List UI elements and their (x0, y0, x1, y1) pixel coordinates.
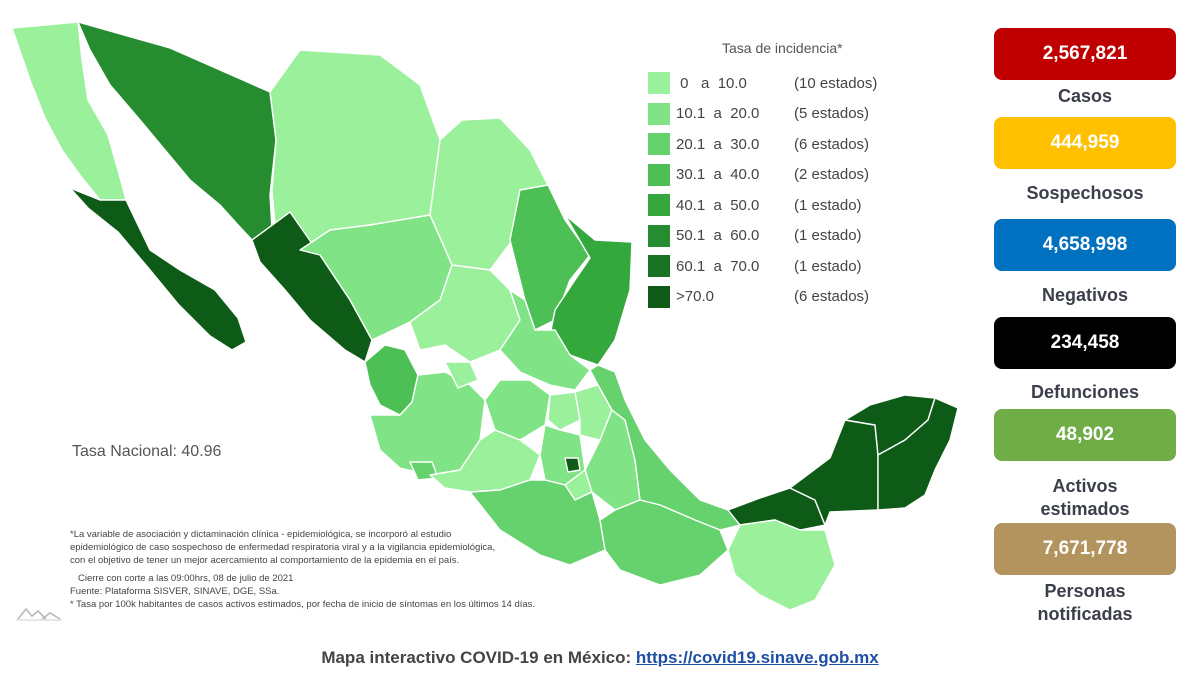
legend-states: (6 estados) (794, 135, 870, 153)
legend-states: (1 estado) (794, 196, 862, 214)
legend-range: >70.0 (676, 288, 714, 306)
logo-icon (16, 607, 62, 621)
state-oaxaca[interactable] (599, 499, 729, 586)
stat-label-activos: Activos estimados (1040, 476, 1130, 519)
state-guerrero[interactable] (469, 479, 606, 566)
legend-swatch (648, 285, 670, 308)
legend-row: 10.1 a 20.0 (5 estados) (648, 99, 908, 130)
legend-row: 30.1 a 40.0 (2 estados) (648, 160, 908, 191)
state-quintana-roo[interactable] (877, 397, 959, 511)
legend-states: (1 estado) (794, 227, 862, 245)
mexico-incidence-map (11, 21, 959, 611)
stat-box-activos: 48,902 (994, 409, 1176, 461)
legend-swatch (648, 102, 670, 125)
legend-title: Tasa de incidencia* (722, 40, 843, 56)
legend-range: 50.1 a 60.0 (676, 227, 760, 245)
state-veracruz[interactable] (589, 364, 741, 531)
stat-box-defunciones: 234,458 (994, 317, 1176, 369)
legend-row: 60.1 a 70.0 (1 estado) (648, 251, 908, 282)
map-svg (11, 21, 959, 611)
stat-value: 48,902 (1055, 424, 1115, 445)
legend-swatch (648, 255, 670, 278)
state-baja-california-sur[interactable] (69, 187, 247, 351)
legend-states: (5 estados) (794, 105, 870, 123)
footer-text: Mapa interactivo COVID-19 en México: (321, 648, 636, 667)
legend-range: 10.1 a 20.0 (676, 105, 760, 123)
rate-note: * Tasa por 100k habitantes de casos acti… (70, 599, 536, 610)
legend-swatch (648, 194, 670, 217)
footnotes: *La variable de asociación y dictaminaci… (70, 528, 630, 611)
national-rate: Tasa Nacional: 40.96 (72, 443, 222, 460)
stat-value: 444,959 (1050, 132, 1120, 153)
legend-states: (10 estados) (794, 74, 878, 92)
legend-row: 40.1 a 50.0 (1 estado) (648, 190, 908, 221)
stat-label-negativos: Negativos (1041, 285, 1129, 305)
state-tamaulipas[interactable] (549, 214, 633, 366)
state-queretaro[interactable] (547, 391, 581, 431)
legend-swatch (648, 163, 670, 186)
legend-states: (6 estados) (794, 288, 870, 306)
legend-range: 20.1 a 30.0 (676, 135, 760, 153)
legend-row: >70.0 (6 estados) (648, 282, 908, 313)
stat-value: 4,658,998 (1042, 234, 1128, 255)
legend-swatch (648, 133, 670, 156)
footnote-line: *La variable de asociación y dictaminaci… (70, 529, 452, 540)
footnote-line: con el objetivo de tener un mejor acerca… (70, 555, 460, 566)
footer: Mapa interactivo COVID-19 en México: htt… (0, 648, 1200, 668)
footnote-line: epidemiológico de caso sospechoso de enf… (70, 542, 496, 553)
legend-states: (2 estados) (794, 166, 870, 184)
legend-row: 0 a 10.0 (10 estados) (648, 68, 908, 99)
map-legend: Tasa de incidencia* 0 a 10.0 (10 estados… (648, 40, 908, 312)
legend-swatch (648, 72, 670, 95)
legend-row: 50.1 a 60.0 (1 estado) (648, 221, 908, 252)
state-aguascalientes[interactable] (444, 361, 479, 389)
legend-range: 40.1 a 50.0 (676, 196, 760, 214)
stat-label-defunciones: Defunciones (1030, 382, 1140, 402)
legend-range: 60.1 a 70.0 (676, 257, 760, 275)
stat-box-personas: 7,671,778 (994, 523, 1176, 575)
legend-states: (1 estado) (794, 257, 862, 275)
stat-box-negativos: 4,658,998 (994, 219, 1176, 271)
legend-swatch (648, 224, 670, 247)
stat-label-casos: Casos (1057, 86, 1113, 106)
state-san-luis-potosi[interactable] (499, 289, 591, 391)
source-note: Fuente: Plataforma SISVER, SINAVE, DGE, … (70, 586, 280, 597)
legend-range: 0 a 10.0 (676, 74, 747, 92)
state-chiapas[interactable] (727, 519, 836, 611)
stat-label-personas: Personas notificadas (1037, 581, 1133, 624)
stat-box-casos: 2,567,821 (994, 28, 1176, 80)
footer-link[interactable]: https://covid19.sinave.gob.mx (635, 648, 879, 667)
stat-label-sospechosos: Sospechosos (1026, 183, 1144, 203)
stat-value: 234,458 (1050, 332, 1120, 353)
legend-row: 20.1 a 30.0 (6 estados) (648, 129, 908, 160)
stat-value: 2,567,821 (1042, 43, 1128, 64)
stat-value: 7,671,778 (1042, 538, 1128, 559)
state-cdmx[interactable] (564, 457, 581, 473)
legend-range: 30.1 a 40.0 (676, 166, 760, 184)
stat-box-sospechosos: 444,959 (994, 117, 1176, 169)
legend-rows: 0 a 10.0 (10 estados) 10.1 a 20.0 (5 est… (648, 68, 908, 312)
cutoff-note: Cierre con corte a las 09:00hrs, 08 de j… (78, 573, 294, 584)
